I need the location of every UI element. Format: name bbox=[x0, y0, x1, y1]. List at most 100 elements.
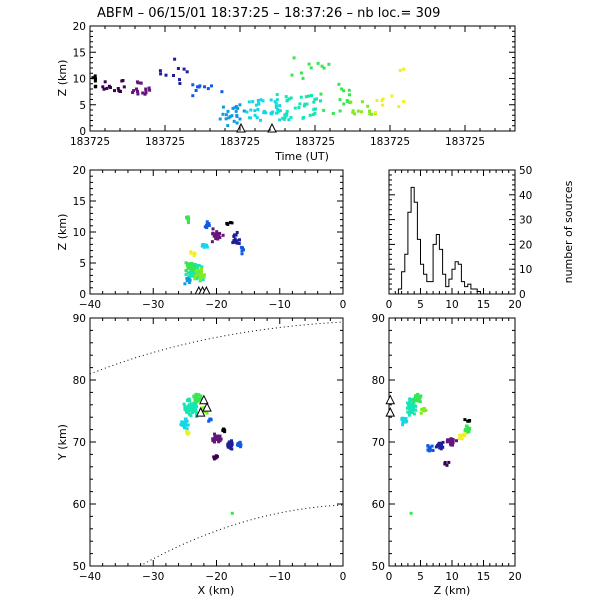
source-point bbox=[210, 84, 213, 88]
source-point bbox=[207, 224, 211, 227]
source-point bbox=[159, 72, 163, 76]
source-point bbox=[255, 116, 259, 120]
station-marker bbox=[199, 394, 209, 405]
source-point bbox=[451, 439, 455, 442]
source-point bbox=[189, 270, 193, 274]
source-point bbox=[231, 241, 235, 245]
source-point bbox=[319, 92, 323, 96]
source-point bbox=[190, 264, 194, 268]
source-point bbox=[418, 400, 422, 404]
source-point bbox=[218, 434, 222, 438]
y-tick-label: 50 bbox=[372, 561, 385, 573]
source-point bbox=[351, 110, 355, 114]
source-point bbox=[281, 116, 285, 120]
source-point bbox=[431, 448, 435, 452]
source-point bbox=[195, 264, 199, 268]
source-point bbox=[188, 266, 192, 270]
x-tick-label: 183725 bbox=[445, 136, 485, 148]
source-point bbox=[194, 409, 198, 413]
source-point bbox=[234, 233, 238, 237]
y-tick-label: 50 bbox=[73, 561, 86, 573]
x-tick-label: 15 bbox=[477, 299, 490, 311]
source-point bbox=[409, 406, 413, 410]
source-point bbox=[208, 417, 212, 421]
source-point bbox=[304, 95, 308, 99]
source-point bbox=[183, 421, 187, 425]
source-point bbox=[337, 82, 341, 86]
source-point bbox=[216, 237, 220, 241]
source-point bbox=[276, 108, 280, 111]
source-point bbox=[202, 245, 206, 249]
x-tick-label: 183725 bbox=[295, 136, 335, 148]
source-point bbox=[195, 405, 198, 409]
source-point bbox=[188, 404, 192, 407]
source-point bbox=[194, 89, 198, 92]
source-point bbox=[184, 261, 188, 265]
y-tick-label: 90 bbox=[73, 313, 86, 325]
x-tick-label: 15 bbox=[477, 571, 490, 583]
source-point bbox=[216, 434, 219, 438]
y-tick-label: 60 bbox=[372, 499, 385, 511]
source-point bbox=[198, 84, 202, 88]
source-point bbox=[235, 241, 239, 245]
source-point bbox=[278, 109, 282, 113]
source-point bbox=[315, 97, 318, 101]
source-point bbox=[173, 57, 177, 61]
height-histogram-steps bbox=[397, 186, 481, 294]
source-point bbox=[269, 98, 273, 102]
source-point bbox=[194, 269, 198, 273]
source-point bbox=[338, 109, 342, 113]
source-point bbox=[447, 460, 451, 464]
source-point bbox=[226, 445, 230, 449]
y-tick-label: 10 bbox=[519, 264, 532, 276]
source-point bbox=[136, 89, 139, 93]
source-point bbox=[464, 427, 467, 431]
x-tick-label: 0 bbox=[340, 571, 347, 583]
source-point bbox=[211, 227, 215, 231]
source-point bbox=[463, 418, 467, 422]
source-point bbox=[197, 398, 201, 402]
source-point bbox=[187, 408, 191, 412]
source-point bbox=[195, 277, 199, 281]
y-tick-label: 5 bbox=[79, 100, 86, 112]
source-point bbox=[105, 86, 109, 90]
source-point bbox=[463, 432, 467, 436]
source-point bbox=[214, 232, 218, 236]
source-point bbox=[410, 403, 414, 406]
x-height-ylabel: Z (km) bbox=[56, 214, 69, 251]
source-point bbox=[214, 437, 218, 441]
source-point bbox=[366, 104, 370, 108]
source-point bbox=[409, 511, 413, 515]
source-point bbox=[278, 104, 282, 108]
source-point bbox=[467, 419, 471, 423]
source-point bbox=[368, 109, 371, 113]
source-point bbox=[390, 94, 394, 98]
source-point bbox=[407, 411, 411, 415]
station-marker bbox=[202, 402, 212, 412]
source-point bbox=[117, 89, 121, 93]
plan-view-ylabel: Y (km) bbox=[56, 424, 69, 461]
source-point bbox=[249, 108, 253, 112]
source-point bbox=[186, 423, 190, 427]
range-ring-lower bbox=[139, 504, 344, 567]
source-point bbox=[228, 446, 232, 450]
source-point bbox=[313, 98, 317, 101]
source-point bbox=[303, 102, 307, 106]
source-point bbox=[370, 112, 374, 116]
source-point bbox=[420, 407, 424, 411]
source-point bbox=[342, 102, 346, 106]
source-point bbox=[190, 261, 193, 265]
source-point bbox=[164, 73, 168, 77]
source-point bbox=[347, 88, 351, 92]
source-point bbox=[235, 115, 239, 118]
source-point bbox=[289, 96, 293, 100]
source-point bbox=[285, 113, 289, 117]
source-point bbox=[236, 106, 240, 110]
source-point bbox=[194, 392, 198, 396]
x-height-station-markers bbox=[194, 285, 211, 295]
source-point bbox=[441, 440, 445, 444]
source-point bbox=[445, 439, 449, 443]
time-height-sources bbox=[91, 56, 406, 133]
source-point bbox=[251, 100, 255, 104]
